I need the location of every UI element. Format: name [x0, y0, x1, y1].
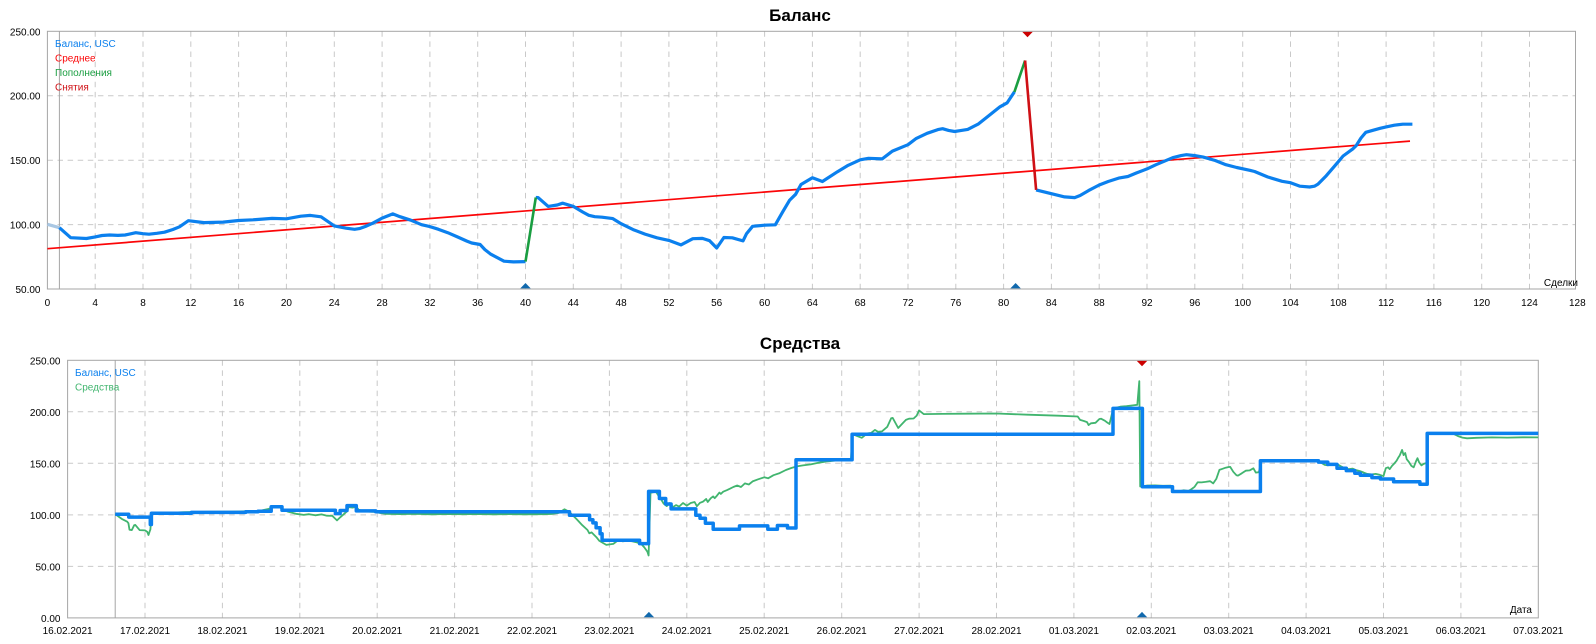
- svg-text:32: 32: [424, 298, 436, 309]
- svg-text:23.02.2021: 23.02.2021: [584, 626, 634, 637]
- svg-text:116: 116: [1426, 298, 1442, 309]
- svg-text:52: 52: [663, 298, 675, 309]
- svg-text:108: 108: [1330, 298, 1347, 309]
- svg-text:01.03.2021: 01.03.2021: [1049, 626, 1099, 637]
- svg-text:8: 8: [140, 298, 146, 309]
- svg-text:84: 84: [1046, 298, 1058, 309]
- svg-text:64: 64: [807, 298, 819, 309]
- svg-text:40: 40: [520, 298, 532, 309]
- svg-text:Сделки: Сделки: [1544, 278, 1578, 289]
- svg-text:4: 4: [92, 298, 98, 309]
- svg-text:Дата: Дата: [1510, 605, 1533, 616]
- svg-text:27.02.2021: 27.02.2021: [894, 626, 944, 637]
- svg-text:24.02.2021: 24.02.2021: [662, 626, 712, 637]
- svg-text:16.02.2021: 16.02.2021: [43, 626, 93, 637]
- svg-text:16: 16: [233, 298, 245, 309]
- svg-text:112: 112: [1378, 298, 1394, 309]
- svg-text:20.02.2021: 20.02.2021: [352, 626, 402, 637]
- svg-text:100.00: 100.00: [30, 511, 61, 522]
- svg-text:250.00: 250.00: [10, 27, 41, 38]
- svg-text:80: 80: [998, 298, 1010, 309]
- svg-text:128: 128: [1569, 298, 1586, 309]
- svg-text:60: 60: [759, 298, 771, 309]
- svg-text:20: 20: [281, 298, 293, 309]
- svg-text:88: 88: [1094, 298, 1106, 309]
- svg-text:02.03.2021: 02.03.2021: [1126, 626, 1176, 637]
- svg-text:26.02.2021: 26.02.2021: [817, 626, 867, 637]
- svg-text:96: 96: [1189, 298, 1201, 309]
- svg-text:200.00: 200.00: [10, 92, 41, 103]
- svg-text:72: 72: [902, 298, 914, 309]
- svg-text:120: 120: [1473, 298, 1490, 309]
- svg-text:Средства: Средства: [75, 383, 120, 394]
- svg-text:100.00: 100.00: [10, 221, 41, 232]
- svg-text:25.02.2021: 25.02.2021: [739, 626, 789, 637]
- svg-text:150.00: 150.00: [10, 156, 41, 167]
- svg-text:48: 48: [616, 298, 628, 309]
- svg-text:250.00: 250.00: [30, 356, 61, 367]
- svg-text:22.02.2021: 22.02.2021: [507, 626, 557, 637]
- svg-text:04.03.2021: 04.03.2021: [1281, 626, 1331, 637]
- svg-text:21.02.2021: 21.02.2021: [430, 626, 480, 637]
- svg-text:50.00: 50.00: [35, 562, 60, 573]
- svg-text:104: 104: [1282, 298, 1299, 309]
- svg-text:36: 36: [472, 298, 484, 309]
- svg-text:100: 100: [1234, 298, 1251, 309]
- svg-text:76: 76: [950, 298, 962, 309]
- svg-text:Баланс, USC: Баланс, USC: [55, 39, 116, 50]
- svg-text:Пополнения: Пополнения: [55, 68, 112, 79]
- svg-text:12: 12: [185, 298, 197, 309]
- svg-text:05.03.2021: 05.03.2021: [1358, 626, 1408, 637]
- svg-text:Баланс: Баланс: [769, 6, 831, 25]
- svg-text:28: 28: [377, 298, 389, 309]
- svg-text:0: 0: [45, 298, 51, 309]
- svg-text:124: 124: [1521, 298, 1538, 309]
- svg-text:03.03.2021: 03.03.2021: [1204, 626, 1254, 637]
- svg-text:150.00: 150.00: [30, 459, 61, 470]
- svg-text:18.02.2021: 18.02.2021: [197, 626, 247, 637]
- svg-text:28.02.2021: 28.02.2021: [971, 626, 1021, 637]
- svg-text:24: 24: [329, 298, 341, 309]
- svg-text:Средства: Средства: [760, 334, 841, 353]
- svg-text:0.00: 0.00: [41, 614, 61, 625]
- svg-text:Баланс, USC: Баланс, USC: [75, 368, 136, 379]
- svg-text:44: 44: [568, 298, 580, 309]
- svg-text:68: 68: [855, 298, 867, 309]
- svg-text:92: 92: [1141, 298, 1153, 309]
- svg-text:19.02.2021: 19.02.2021: [275, 626, 325, 637]
- svg-text:17.02.2021: 17.02.2021: [120, 626, 170, 637]
- svg-text:06.03.2021: 06.03.2021: [1436, 626, 1486, 637]
- svg-text:Снятия: Снятия: [55, 83, 89, 94]
- svg-text:56: 56: [711, 298, 723, 309]
- svg-text:Среднее: Среднее: [55, 54, 96, 65]
- svg-text:07.03.2021: 07.03.2021: [1513, 626, 1563, 637]
- svg-text:200.00: 200.00: [30, 408, 61, 419]
- svg-text:50.00: 50.00: [15, 285, 40, 296]
